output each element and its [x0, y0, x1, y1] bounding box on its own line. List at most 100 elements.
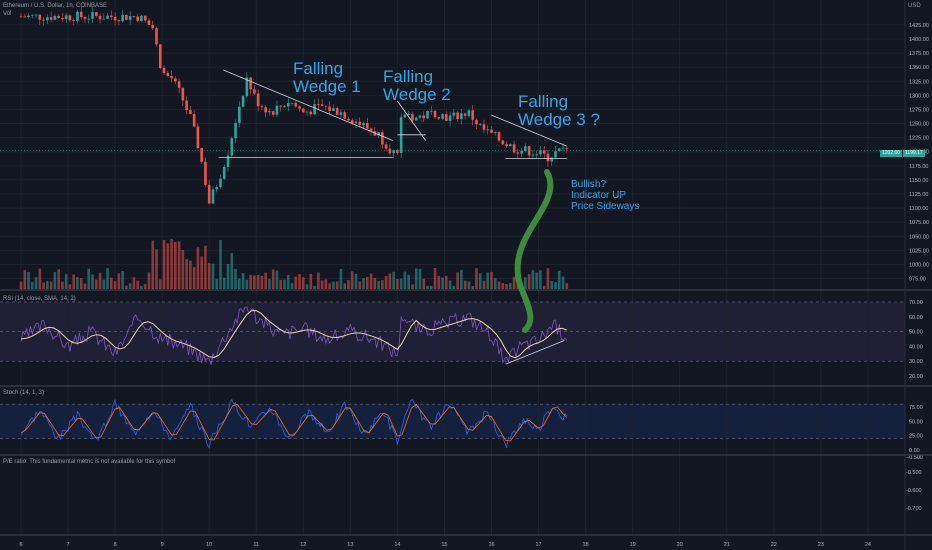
volume-bar	[539, 270, 542, 289]
volume-bar	[463, 280, 467, 289]
volume-bar	[286, 274, 290, 289]
volume-bar	[113, 281, 117, 289]
candle-body	[19, 16, 23, 18]
candle-body	[196, 126, 200, 149]
candle-body	[226, 155, 230, 168]
x-tick-label: 14	[394, 542, 400, 548]
volume-bar	[211, 263, 215, 289]
candle-body	[49, 17, 53, 20]
volume-bar	[271, 269, 275, 289]
candle-body	[256, 93, 260, 107]
volume-bar	[437, 275, 441, 289]
volume-bar	[106, 268, 109, 289]
rsi-ma-line	[20, 310, 567, 359]
volume-bar	[234, 268, 237, 289]
volume-bar	[42, 282, 45, 289]
volume-bar	[403, 271, 407, 289]
volume-bar	[313, 285, 316, 289]
candle-body	[302, 108, 305, 113]
candle-body	[290, 102, 294, 104]
x-tick-label: 20	[677, 542, 683, 548]
candle-body	[253, 89, 256, 94]
wedge-resistance-line	[397, 100, 426, 141]
stoch-d-line	[20, 403, 568, 442]
volume-bar	[550, 280, 554, 289]
candle-body	[546, 153, 550, 162]
rsi-tick-label: 20.00	[909, 374, 923, 380]
volume-bar	[524, 277, 527, 289]
volume-bar	[117, 273, 121, 289]
candle-body	[76, 11, 79, 22]
candle-body	[463, 113, 467, 116]
volume-bar	[34, 277, 38, 289]
volume-bar	[317, 272, 320, 289]
volume-bar	[298, 274, 301, 289]
volume-bar	[350, 271, 354, 289]
x-tick-label: 16	[488, 542, 494, 548]
candle-body	[271, 111, 275, 115]
volume-bar	[256, 275, 260, 289]
volume-bar	[192, 267, 196, 289]
price-tick-label: 1125.00	[909, 192, 928, 198]
pe-tick-label: -0.600	[906, 488, 922, 494]
volume-bar	[19, 281, 23, 289]
volume-bar	[283, 279, 286, 289]
volume-bar	[155, 249, 158, 289]
volume-bar	[170, 239, 173, 289]
volume-bar	[27, 271, 30, 289]
stoch-band	[0, 404, 905, 439]
candle-body	[283, 106, 286, 108]
candle-body	[79, 11, 83, 18]
volume-bar	[497, 281, 501, 289]
candle-body	[335, 108, 339, 115]
candle-body	[125, 14, 128, 20]
volume-bar	[339, 269, 343, 289]
volume-bar	[158, 279, 162, 289]
volume-bar	[147, 272, 151, 289]
candle-body	[238, 106, 241, 123]
candle-body	[565, 147, 569, 149]
candle-body	[98, 15, 102, 20]
volume-bar	[392, 271, 395, 289]
price-tick-label: 975.00	[909, 277, 926, 283]
candle-body	[433, 110, 437, 118]
volume-bar	[204, 245, 207, 289]
volume-bar	[512, 276, 516, 289]
candle-body	[298, 106, 301, 109]
price-tick-label: 1275.00	[909, 107, 929, 113]
volume-bar	[98, 272, 102, 289]
candle-body	[222, 167, 226, 179]
volume-bar	[554, 282, 557, 289]
volume-bar	[565, 283, 569, 289]
volume-bar	[166, 243, 170, 289]
volume-bar	[215, 278, 219, 289]
stoch-tick-label: 75.00	[909, 405, 923, 411]
candle-body	[369, 128, 373, 132]
candle-body	[155, 28, 158, 45]
volume-bar	[72, 274, 75, 289]
volume-bar	[505, 284, 508, 289]
price-tick-label: 1000.00	[909, 262, 929, 268]
candle-body	[128, 16, 132, 20]
candle-body	[57, 15, 60, 18]
volume-bar	[354, 273, 358, 289]
candle-body	[426, 111, 429, 119]
candle-body	[358, 121, 362, 125]
candle-body	[30, 14, 34, 16]
candle-body	[354, 121, 358, 124]
candle-body	[384, 144, 388, 149]
volume-bar	[561, 276, 565, 289]
x-tick-label: 10	[206, 542, 212, 548]
price-tick-label: 1375.00	[909, 51, 929, 57]
candle-body	[328, 106, 331, 111]
candle-body	[34, 14, 38, 16]
candle-body	[501, 140, 505, 145]
candle-body	[264, 107, 267, 113]
candle-body	[241, 96, 245, 107]
volume-bar	[185, 259, 188, 289]
candle-body	[136, 16, 139, 21]
volume-bar	[245, 279, 249, 289]
candle-body	[268, 111, 271, 113]
